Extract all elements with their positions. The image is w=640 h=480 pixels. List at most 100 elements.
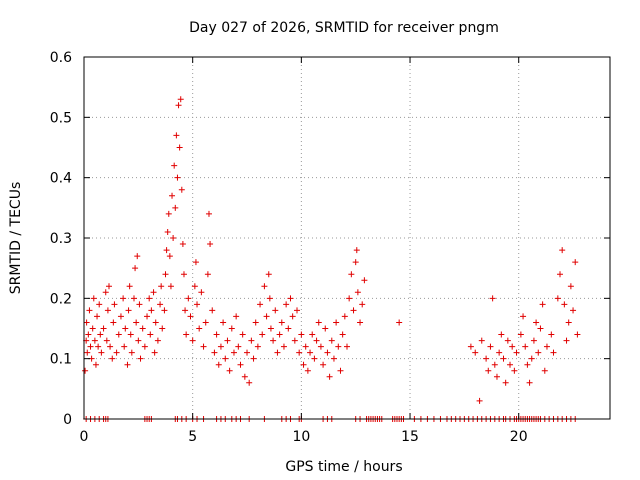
- data-point: [165, 210, 172, 217]
- data-point: [244, 349, 251, 356]
- data-point: [296, 349, 303, 356]
- data-point: [125, 307, 132, 314]
- data-point: [535, 349, 542, 356]
- data-point: [248, 337, 255, 344]
- data-point: [157, 301, 164, 308]
- y-tick-label: 0.2: [50, 291, 72, 307]
- data-point: [144, 313, 151, 320]
- data-point: [169, 192, 176, 199]
- data-point: [161, 307, 168, 314]
- data-point: [135, 337, 142, 344]
- data-point: [147, 331, 154, 338]
- data-point: [130, 295, 137, 302]
- data-point: [261, 283, 268, 290]
- data-point: [95, 343, 102, 350]
- data-point: [87, 343, 94, 350]
- data-point: [483, 355, 490, 362]
- data-point: [320, 361, 327, 368]
- data-point: [179, 241, 186, 248]
- data-point: [339, 331, 346, 338]
- data-point: [337, 367, 344, 374]
- data-point: [526, 379, 533, 386]
- data-point: [126, 283, 133, 290]
- data-point: [487, 343, 494, 350]
- data-point: [163, 247, 170, 254]
- y-axis-ticks: 0 0.1 0.2 0.3 0.4 0.5 0.6: [50, 50, 610, 428]
- data-point: [104, 307, 111, 314]
- chart-title: Day 027 of 2026, SRMTID for receiver png…: [189, 20, 499, 36]
- data-point: [173, 132, 180, 139]
- data-point: [507, 361, 514, 368]
- data-point: [92, 361, 99, 368]
- data-point: [309, 331, 316, 338]
- data-point: [211, 349, 218, 356]
- data-point: [97, 331, 104, 338]
- data-point: [224, 337, 231, 344]
- data-point: [533, 319, 540, 326]
- data-point: [200, 343, 207, 350]
- data-point: [267, 325, 274, 332]
- data-point: [239, 331, 246, 338]
- data-point: [205, 210, 212, 217]
- data-point: [136, 301, 143, 308]
- data-point: [280, 343, 287, 350]
- data-point: [115, 331, 122, 338]
- y-tick-label: 0.4: [50, 171, 72, 187]
- data-point: [182, 307, 189, 314]
- data-point: [85, 331, 92, 338]
- data-point: [348, 271, 355, 278]
- grid-lines: [84, 57, 610, 419]
- data-point: [246, 379, 253, 386]
- data-point: [539, 301, 546, 308]
- y-tick-label: 0.1: [50, 352, 72, 368]
- data-point: [317, 343, 324, 350]
- data-point: [162, 271, 169, 278]
- data-point: [207, 241, 214, 248]
- data-point: [287, 295, 294, 302]
- data-point: [177, 96, 184, 103]
- y-tick-label: 0.3: [50, 231, 72, 247]
- data-point: [209, 307, 216, 314]
- data-point: [228, 325, 235, 332]
- data-point: [217, 343, 224, 350]
- data-point: [252, 319, 259, 326]
- data-point: [90, 295, 97, 302]
- data-point: [541, 367, 548, 374]
- data-point: [241, 373, 248, 380]
- data-point: [202, 319, 209, 326]
- y-tick-label: 0: [63, 412, 72, 428]
- data-point: [298, 331, 305, 338]
- data-point: [175, 102, 182, 109]
- data-point: [213, 331, 220, 338]
- data-point: [354, 289, 361, 296]
- data-point: [265, 271, 272, 278]
- data-point: [94, 313, 101, 320]
- data-point: [215, 361, 222, 368]
- data-point: [194, 301, 201, 308]
- data-point: [109, 355, 116, 362]
- data-point: [324, 349, 331, 356]
- data-point: [528, 355, 535, 362]
- data-point: [189, 337, 196, 344]
- data-point: [294, 307, 301, 314]
- data-point: [86, 307, 93, 314]
- data-point: [322, 325, 329, 332]
- data-point: [350, 307, 357, 314]
- data-point: [222, 355, 229, 362]
- data-point: [171, 162, 178, 169]
- data-point: [233, 313, 240, 320]
- data-point: [313, 337, 320, 344]
- data-point: [192, 259, 199, 266]
- data-point: [152, 319, 159, 326]
- data-point: [235, 343, 242, 350]
- data-point: [110, 319, 117, 326]
- data-point: [121, 343, 128, 350]
- data-point: [504, 337, 511, 344]
- data-point: [328, 337, 335, 344]
- data-point: [83, 319, 90, 326]
- plot-frame: [83, 56, 611, 420]
- data-point: [517, 331, 524, 338]
- data-point: [478, 337, 485, 344]
- x-axis-title: GPS time / hours: [285, 459, 402, 475]
- data-point: [361, 277, 368, 284]
